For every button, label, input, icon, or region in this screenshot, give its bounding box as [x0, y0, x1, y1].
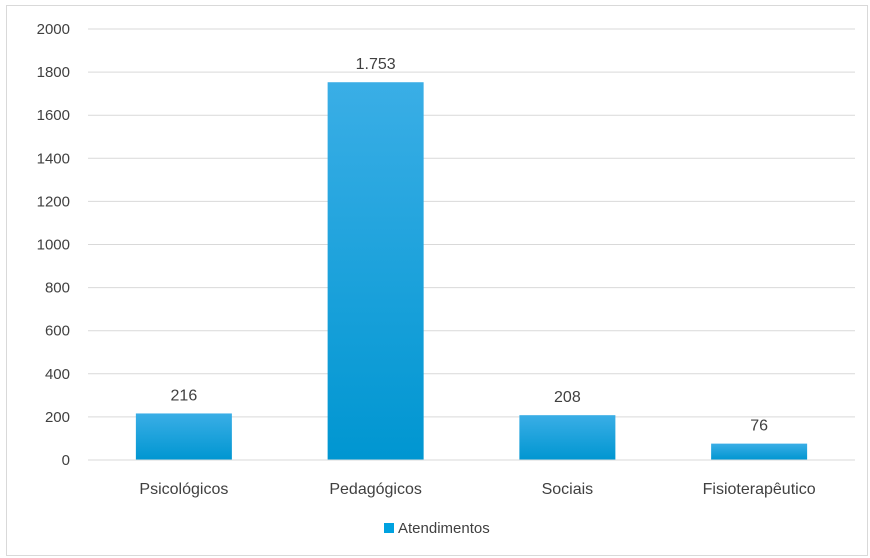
x-axis-ticks: Psicológicos Pedagógicos Sociais Fisioterap… [139, 481, 815, 498]
x-tick-label: Pedagógicos [329, 481, 422, 498]
legend: Atendimentos [384, 520, 490, 537]
data-label: 1.753 [356, 56, 396, 73]
y-axis-ticks: 0 200 400 600 800 1000 1200 1400 1600 1800 2000 [37, 21, 70, 469]
data-label: 208 [554, 389, 581, 406]
y-tick-label: 400 [45, 366, 70, 383]
bar [327, 82, 424, 460]
gridlines [88, 28, 855, 418]
y-tick-label: 200 [45, 409, 70, 426]
y-tick-label: 600 [45, 323, 70, 340]
x-tick-label: Sociais [542, 481, 594, 498]
data-label: 76 [750, 418, 768, 435]
y-tick-label: 1400 [37, 150, 70, 167]
y-tick-label: 1800 [37, 64, 70, 81]
y-tick-label: 2000 [37, 21, 70, 38]
chart-frame [6, 5, 868, 556]
y-tick-label: 1200 [37, 193, 70, 210]
y-tick-label: 1600 [37, 107, 70, 124]
legend-swatch [384, 523, 394, 533]
y-tick-label: 1000 [37, 237, 70, 254]
data-label: 216 [171, 387, 198, 404]
bar [711, 443, 808, 460]
bar [519, 415, 616, 460]
y-tick-label: 0 [62, 452, 70, 469]
bar [135, 413, 232, 460]
y-tick-label: 800 [45, 280, 70, 297]
x-tick-label: Psicológicos [139, 481, 228, 498]
data-labels: 216 1.753 208 76 [171, 56, 769, 434]
legend-label: Atendimentos [398, 520, 490, 537]
bars [135, 82, 808, 460]
x-tick-label: Fisioterapêutico [703, 481, 816, 498]
